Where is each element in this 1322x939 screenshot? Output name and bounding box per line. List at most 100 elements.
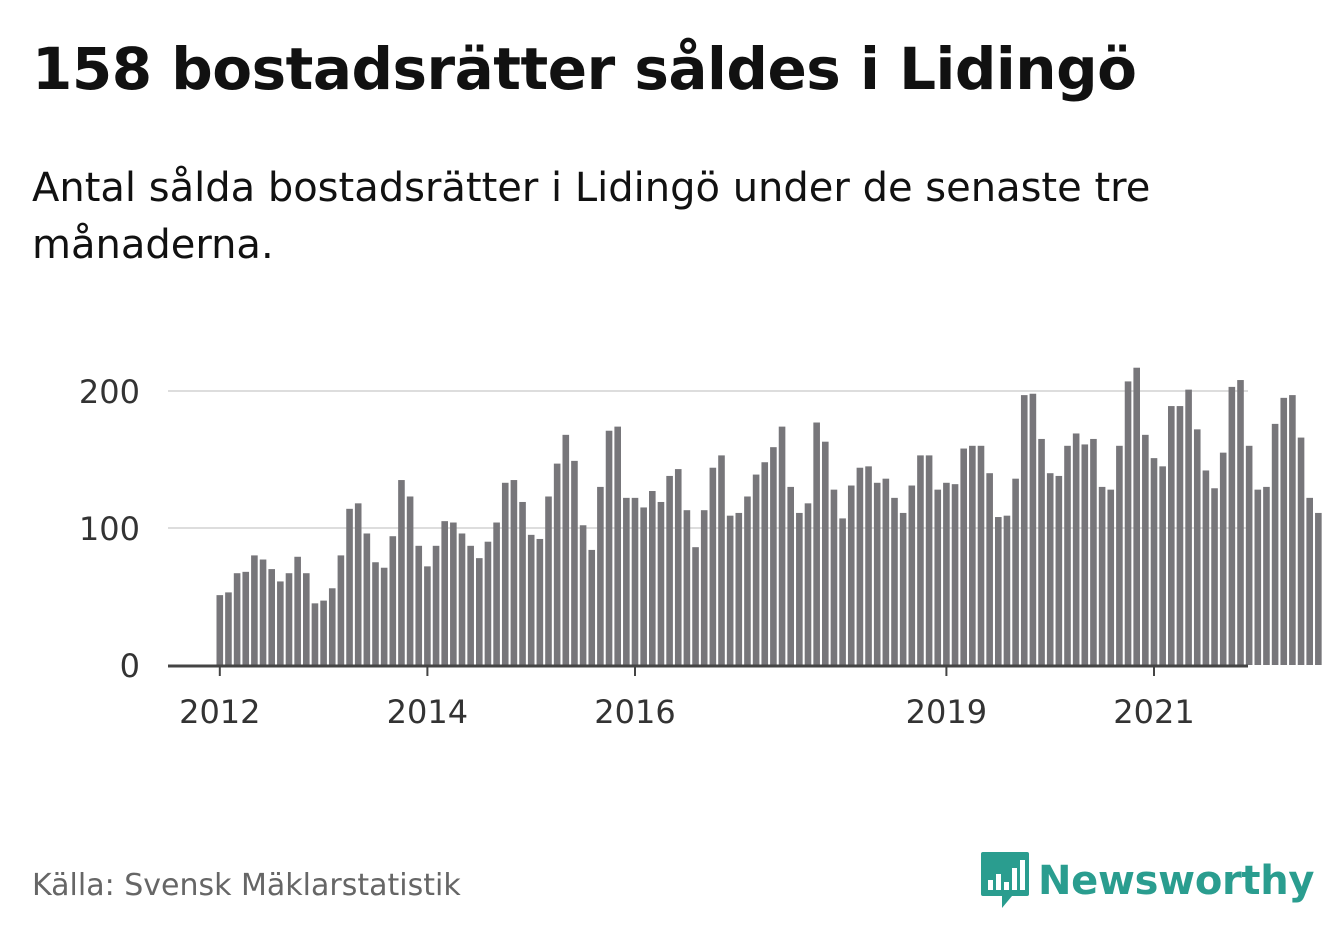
bars: [216, 367, 1322, 665]
bar: [1107, 489, 1115, 665]
bar: [1020, 395, 1028, 665]
bar: [536, 538, 544, 665]
bar: [233, 573, 241, 665]
bar: [372, 562, 379, 665]
bar: [891, 497, 898, 665]
bar: [614, 426, 621, 665]
bar: [977, 445, 985, 665]
bar: [1142, 434, 1149, 665]
bar: [346, 508, 353, 665]
bar: [1254, 489, 1262, 665]
bar: [1124, 381, 1132, 665]
bar: [1202, 470, 1210, 665]
bar: [441, 521, 448, 665]
bar: [597, 486, 604, 665]
bar-chart: 0100200158201220142016201920212023: [79, 367, 1322, 731]
x-tick-label: 2014: [387, 693, 468, 731]
bar: [649, 491, 656, 665]
bar: [1315, 512, 1322, 665]
y-tick-label: 0: [120, 647, 140, 685]
bar: [1003, 515, 1011, 665]
bar: [951, 484, 959, 665]
bar: [1306, 497, 1313, 665]
bar: [726, 515, 734, 665]
bar: [328, 588, 336, 665]
bar: [709, 467, 717, 665]
bar: [510, 480, 518, 665]
bar: [666, 475, 673, 665]
bar: [1116, 445, 1123, 665]
bar: [683, 510, 691, 665]
bar: [242, 571, 250, 665]
bar: [415, 545, 423, 665]
bar: [1271, 423, 1279, 665]
bar: [216, 595, 224, 665]
bar: [432, 545, 440, 665]
bar: [735, 512, 743, 665]
bar: [1263, 486, 1270, 665]
bar: [908, 485, 916, 665]
bar: [925, 455, 933, 665]
x-tick-label: 2012: [179, 693, 260, 731]
bar: [406, 496, 414, 665]
chart-title: 158 bostadsrätter såldes i Lidingö: [32, 35, 1137, 103]
bar: [476, 558, 483, 665]
axes: [168, 664, 1248, 676]
bar: [311, 603, 319, 665]
newsworthy-logo-text: Newsworthy: [1038, 858, 1315, 904]
bar: [873, 482, 881, 665]
bar: [1133, 367, 1140, 665]
labels: 0100200158201220142016201920212023: [79, 373, 1322, 731]
bar: [865, 466, 872, 665]
bar: [657, 501, 665, 665]
bar: [917, 455, 924, 665]
bar: [467, 545, 474, 665]
bar: [1081, 444, 1089, 665]
bar: [571, 460, 578, 665]
bar: [623, 497, 630, 665]
newsworthy-logo: Newsworthy: [980, 850, 1315, 912]
bar: [562, 434, 570, 665]
bar: [320, 600, 327, 665]
bar: [752, 474, 760, 665]
bar: [744, 496, 751, 665]
bar: [1038, 438, 1045, 665]
bar: [450, 522, 457, 665]
bar: [943, 482, 950, 665]
bar: [640, 507, 647, 665]
bar: [424, 566, 431, 665]
bar: [969, 445, 976, 665]
bar: [1185, 389, 1192, 665]
bar: [1090, 438, 1097, 665]
bar: [856, 467, 864, 665]
bar: [337, 555, 345, 665]
bar: [527, 534, 535, 665]
bar: [1150, 458, 1158, 665]
bar: [1245, 445, 1253, 665]
bar: [458, 533, 466, 665]
bar: [1064, 445, 1071, 665]
bar: [986, 473, 993, 665]
bar: [796, 512, 803, 665]
bar: [882, 478, 890, 665]
bar: [1176, 406, 1184, 665]
newsworthy-logo-icon: [981, 852, 1029, 908]
bar: [1098, 486, 1106, 665]
bar: [303, 573, 310, 665]
bar: [1168, 406, 1175, 665]
bar: [545, 496, 552, 665]
chart-subtitle: Antal sålda bostadsrätter i Lidingö unde…: [32, 165, 1151, 268]
y-tick-label: 100: [79, 510, 140, 548]
bar: [1280, 397, 1288, 665]
bar: [1297, 437, 1305, 665]
bar: [778, 426, 786, 665]
source-note: Källa: Svensk Mäklarstatistik: [32, 868, 461, 903]
bar: [787, 486, 794, 665]
bar: [1193, 429, 1201, 665]
bar: [294, 556, 301, 665]
bar: [1029, 393, 1037, 665]
bar: [251, 555, 258, 665]
bar: [389, 536, 397, 665]
bar: [847, 485, 855, 665]
bar: [813, 422, 820, 665]
